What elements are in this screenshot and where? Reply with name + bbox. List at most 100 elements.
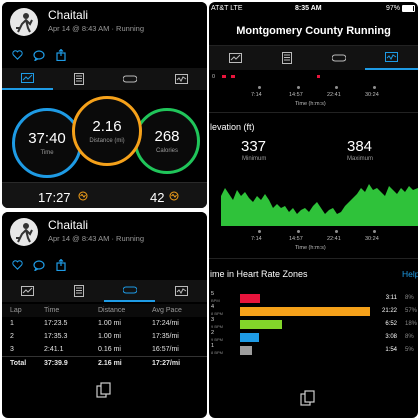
tab-charts[interactable] [365, 46, 418, 70]
table-header-row: Lap Time Distance Avg Pace [2, 304, 207, 317]
flame-icon [169, 191, 179, 201]
avatar[interactable] [10, 8, 38, 36]
activity-tabs [2, 280, 207, 302]
tab-charts[interactable] [155, 68, 207, 90]
copy-icon[interactable] [300, 390, 316, 406]
zone-number: 4 [211, 304, 215, 310]
col-distance-header: Distance [98, 307, 126, 314]
lap-distance: 1.00 mi [98, 320, 121, 327]
summary-tab-icon [228, 53, 242, 63]
zone-bpm: 8 BPM [211, 350, 224, 355]
tick-dot [258, 230, 261, 233]
lap-number: 1 [10, 320, 14, 327]
zone-bpm: BPM [211, 298, 220, 303]
chart-marker [231, 75, 235, 78]
time-value: 37:40 [28, 130, 66, 147]
tab-summary[interactable] [209, 46, 261, 70]
notes-tab-icon [282, 52, 292, 64]
table-row[interactable]: 3 2:41.1 0.16 mi 16:57/mi [2, 343, 207, 356]
zone-bar [240, 346, 252, 355]
share-icon[interactable] [54, 48, 68, 62]
tick-dot [335, 86, 338, 89]
col-pace-header: Avg Pace [152, 307, 182, 314]
tick-dot [373, 86, 376, 89]
chart-tab-icon [174, 74, 188, 84]
elevation-max-value: 384 [347, 138, 373, 155]
tab-notes[interactable] [261, 46, 313, 70]
lap-number: 2 [10, 333, 14, 340]
axis-title: Time (h:m:s) [295, 245, 326, 251]
zone-percent: 57% [405, 308, 418, 314]
table-row[interactable]: 2 17:35.3 1.00 mi 17:35/mi [2, 330, 207, 343]
laps-table: Lap Time Distance Avg Pace 1 17:23.5 1.0… [2, 304, 207, 369]
table-row[interactable]: 1 17:23.5 1.00 mi 17:24/mi [2, 317, 207, 330]
tab-charts[interactable] [155, 280, 207, 302]
avatar[interactable] [10, 218, 38, 246]
lap-distance: 0.16 mi [98, 346, 121, 353]
lap-number: 3 [10, 346, 14, 353]
activity-header: Chaitali Apr 14 @ 8:43 AM · Running [2, 2, 207, 42]
activity-tabs [209, 46, 418, 70]
zone-time: 3:11 [385, 295, 397, 301]
lap-time: 17:23.5 [44, 320, 68, 327]
elevation-gain-value: 42 [150, 190, 165, 205]
elevation-min-label: Minimum [242, 156, 267, 162]
zone-bar [240, 333, 259, 342]
notes-tab-icon [73, 285, 84, 297]
help-link[interactable]: Help [402, 269, 418, 279]
zone-number: 2 [211, 330, 215, 336]
summary-tab-icon [21, 73, 34, 83]
heart-icon[interactable] [10, 48, 24, 62]
charts-panel: AT&T LTE 8:35 AM 97% Montgomery County R… [209, 2, 418, 418]
calories-value: 268 [154, 128, 180, 145]
heart-icon[interactable] [10, 258, 24, 272]
battery-icon [402, 5, 415, 12]
tab-summary[interactable] [2, 280, 53, 302]
tab-notes[interactable] [53, 280, 104, 302]
nav-title: Montgomery County Running [236, 25, 391, 37]
laps-panel: Chaitali Apr 14 @ 8:43 AM · Running Lap [2, 212, 207, 418]
chart-tab-icon [385, 52, 398, 62]
tick-dot [297, 86, 300, 89]
axis-tick: 14:57 [289, 92, 303, 98]
lap-time: 17:35.3 [44, 333, 68, 340]
hr-zones-title: ime in Heart Rate Zones [210, 269, 308, 279]
total-pace: 17:27/mi [152, 360, 181, 367]
ios-status-bar: AT&T LTE 8:35 AM 97% [209, 2, 418, 16]
copy-icon[interactable] [96, 382, 112, 398]
laps-tab-icon [122, 75, 137, 83]
axis-title: Time (h:m:s) [295, 101, 326, 107]
lap-time: 2:41.1 [44, 346, 64, 353]
tab-notes[interactable] [53, 68, 104, 90]
col-time-header: Time [44, 307, 60, 314]
comment-icon[interactable] [32, 258, 46, 272]
activity-header: Chaitali Apr 14 @ 8:43 AM · Running [2, 212, 207, 252]
comment-icon[interactable] [32, 48, 46, 62]
axis-tick: 30:24 [365, 236, 379, 242]
calories-label: Calories [155, 148, 178, 154]
lap-pace: 17:24/mi [152, 320, 179, 327]
user-name[interactable]: Chaitali [48, 218, 89, 232]
tab-laps[interactable] [104, 280, 155, 302]
distance-value: 2.16 [92, 118, 122, 135]
activity-tabs [2, 68, 207, 90]
user-name[interactable]: Chaitali [48, 8, 89, 22]
tick-dot [297, 230, 300, 233]
user-avatar-icon [16, 13, 33, 33]
zone-time: 1:54 [385, 347, 397, 353]
zone-time: 3:08 [385, 334, 397, 340]
pace-value: 17:27 [38, 190, 71, 205]
carrier-label: AT&T LTE [211, 5, 243, 12]
chart-marker [222, 75, 226, 78]
share-icon[interactable] [54, 258, 68, 272]
flame-icon [78, 191, 88, 201]
clock-label: 8:35 AM [295, 5, 322, 12]
zone-bpm: 9 BPM [211, 324, 224, 329]
zone-number: 1 [211, 343, 215, 349]
tab-summary[interactable] [2, 68, 53, 90]
tab-laps[interactable] [104, 68, 155, 90]
zone-time: 21:22 [381, 308, 397, 314]
tab-laps[interactable] [313, 46, 365, 70]
chart-marker [317, 75, 320, 78]
total-distance: 2.16 mi [98, 360, 122, 367]
